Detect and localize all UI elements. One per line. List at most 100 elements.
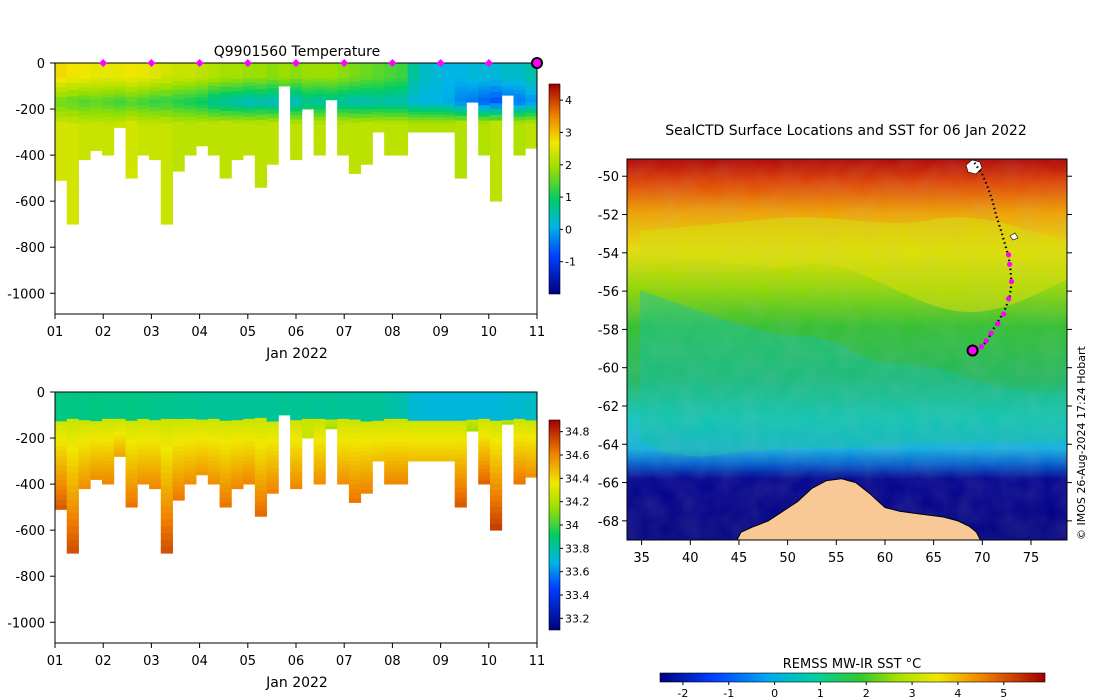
salinity-cell xyxy=(90,443,103,448)
temperature-cell xyxy=(454,77,467,83)
salinity-cell xyxy=(290,416,303,421)
salinity-cell xyxy=(395,392,409,397)
salinity-cell xyxy=(337,453,350,458)
temperature-cell xyxy=(125,101,138,107)
salinity-cell xyxy=(384,418,397,424)
temperature-cell xyxy=(196,73,209,78)
salinity-cell xyxy=(325,401,338,404)
temperature-cell xyxy=(325,79,338,82)
salinity-cell xyxy=(219,420,232,426)
salinity-cell xyxy=(501,410,514,413)
salinity-cell xyxy=(360,417,373,422)
salinity-cell xyxy=(207,476,220,481)
temperature-cell xyxy=(125,154,138,160)
salinity-cell xyxy=(196,436,209,441)
temperature-cell xyxy=(149,91,162,96)
salinity-cell xyxy=(419,438,432,442)
temperature-cell xyxy=(184,82,197,87)
salinity-cell xyxy=(313,445,326,450)
salinity-cell xyxy=(442,452,456,456)
salinity-cell xyxy=(313,407,326,412)
temperature-cell xyxy=(55,97,68,103)
temperature-cell xyxy=(313,63,326,68)
salinity-cell xyxy=(137,407,150,412)
salinity-cell xyxy=(149,460,162,465)
salinity-cell xyxy=(466,424,479,427)
temperature-cell xyxy=(313,105,326,110)
temperature-cell xyxy=(78,151,91,157)
temperature-cell xyxy=(172,135,185,141)
temperature-cell xyxy=(78,131,91,136)
temperature-cell xyxy=(489,91,503,98)
temperature-cell xyxy=(337,86,350,91)
salinity-cell xyxy=(478,430,491,435)
salinity-cell xyxy=(219,483,232,489)
salinity-cell xyxy=(395,426,409,431)
salinity-cell xyxy=(419,440,432,445)
temperature-cell xyxy=(513,132,526,137)
salinity-cell xyxy=(219,473,232,479)
temperature-cell xyxy=(290,91,303,96)
temperature-cell xyxy=(513,82,526,87)
temperature-cell xyxy=(478,70,491,75)
temperature-cell xyxy=(149,67,162,72)
temperature-cell xyxy=(113,76,126,80)
temperature-cell xyxy=(90,139,103,144)
salinity-cell xyxy=(172,419,185,424)
temperature-cell xyxy=(466,76,479,79)
sst-map-frame xyxy=(626,158,1068,541)
salinity-cell xyxy=(442,443,456,448)
salinity-cell xyxy=(254,474,268,481)
temperature-cell xyxy=(160,183,173,192)
salinity-cell xyxy=(325,413,338,416)
salinity-cell xyxy=(125,396,138,402)
salinity-cell xyxy=(395,422,409,427)
salinity-cell xyxy=(313,426,326,431)
salinity-cell xyxy=(90,446,103,451)
temperature-cell xyxy=(431,123,444,127)
salinity-cell xyxy=(466,418,479,421)
temperature-cell xyxy=(454,130,467,136)
temperature-cell xyxy=(113,122,126,126)
salinity-cell xyxy=(113,448,126,452)
temperature-cell xyxy=(442,117,456,121)
salinity-cell xyxy=(55,499,68,505)
salinity-cell xyxy=(149,404,162,409)
temperature-cell xyxy=(137,124,150,129)
salinity-cell xyxy=(55,494,68,501)
temperature-cell xyxy=(125,115,138,121)
salinity-cell xyxy=(184,434,197,439)
salinity-cell xyxy=(78,400,91,405)
temperature-cell xyxy=(125,82,138,88)
salinity-cell xyxy=(313,399,326,404)
salinity-cell xyxy=(478,480,491,485)
temperature-cell xyxy=(266,117,279,123)
temperature-cell xyxy=(278,63,291,66)
temperature-cell xyxy=(207,135,220,141)
salinity-cell xyxy=(207,457,220,462)
salinity-cell xyxy=(313,476,326,481)
salinity-cell xyxy=(337,461,350,466)
temperature-colorbar-tick-label: -1 xyxy=(565,256,576,269)
salinity-cell xyxy=(243,430,256,435)
salinity-colorbar xyxy=(548,419,561,631)
temperature-profile-marker xyxy=(484,59,493,67)
temperature-cell xyxy=(55,82,68,88)
temperature-cell xyxy=(525,63,538,67)
salinity-cell xyxy=(501,397,514,400)
temperature-cell xyxy=(313,86,326,91)
salinity-cell xyxy=(525,445,538,450)
salinity-cell xyxy=(301,418,315,422)
salinity-cell xyxy=(372,446,385,450)
temperature-cell xyxy=(442,65,456,70)
salinity-cell xyxy=(431,409,444,413)
sst-colorbar-tick-label: 0 xyxy=(771,687,778,700)
salinity-cell xyxy=(313,438,326,443)
salinity-cell xyxy=(513,453,526,458)
temperature-cell xyxy=(66,63,79,71)
salinity-cell xyxy=(290,396,303,401)
sst-colorbar-tick-label: 2 xyxy=(863,687,870,700)
temperature-cell xyxy=(207,66,220,72)
salinity-cell xyxy=(125,502,138,508)
temperature-cell xyxy=(372,117,385,121)
